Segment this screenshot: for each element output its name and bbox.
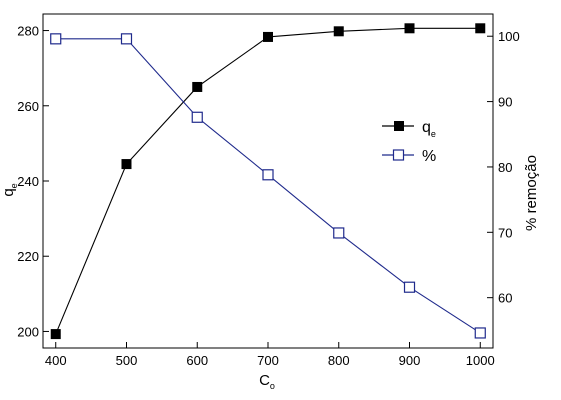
right-y-tick-label: 60: [498, 291, 512, 306]
x-tick-label: 900: [399, 353, 421, 368]
x-tick-label: 400: [45, 353, 67, 368]
right-y-tick-label: 90: [498, 95, 512, 110]
right-axis-title: % remoção: [523, 155, 540, 231]
series-line-1: [55, 38, 481, 334]
legend-label-qe-sub: e: [431, 129, 436, 139]
x-axis-title-base: C: [259, 372, 270, 389]
legend: qe %: [382, 119, 436, 165]
right-y-tick-label: 70: [498, 225, 512, 240]
x-axis-title: Co: [259, 372, 275, 391]
data-point-pct: [191, 111, 203, 123]
legend-marker-qe: [394, 121, 404, 131]
legend-label-qe-base: q: [422, 119, 431, 136]
data-point-qe: [475, 23, 486, 34]
right-y-tick-label: 80: [498, 160, 512, 175]
series-line-0: [55, 27, 481, 335]
data-point-qe: [404, 23, 415, 34]
left-axis-title: qe: [0, 183, 19, 196]
legend-label-pct: %: [422, 148, 436, 165]
x-tick-label: 700: [257, 353, 279, 368]
data-point-pct: [262, 169, 274, 181]
x-axis-title-sub: o: [270, 381, 275, 391]
x-tick-label: 800: [328, 353, 350, 368]
legend-marker-pct: [392, 149, 405, 161]
data-point-qe: [263, 31, 273, 42]
left-y-tick-label: 260: [17, 99, 39, 114]
data-point-qe: [121, 159, 132, 170]
x-tick-label: 500: [116, 353, 138, 368]
data-point-pct: [403, 281, 416, 293]
data-point-pct: [474, 327, 486, 339]
data-point-qe: [50, 329, 61, 340]
left-axis-title-base: q: [0, 188, 17, 196]
left-y-tick-label: 240: [17, 174, 39, 189]
right-y-tick-label: 100: [498, 29, 520, 44]
x-tick-label: 600: [186, 353, 208, 368]
legend-label-qe: qe: [422, 119, 436, 139]
data-point-qe: [192, 81, 203, 92]
left-y-tick-label: 220: [17, 249, 39, 264]
data-point-pct: [120, 33, 133, 45]
x-tick-label: 1000: [466, 353, 495, 368]
data-point-qe: [333, 26, 344, 37]
left-y-tick-label: 200: [17, 324, 39, 339]
data-point-pct: [50, 33, 62, 45]
data-point-pct: [333, 227, 345, 239]
left-y-tick-label: 280: [17, 24, 39, 39]
left-axis-title-sub: e: [9, 183, 19, 188]
